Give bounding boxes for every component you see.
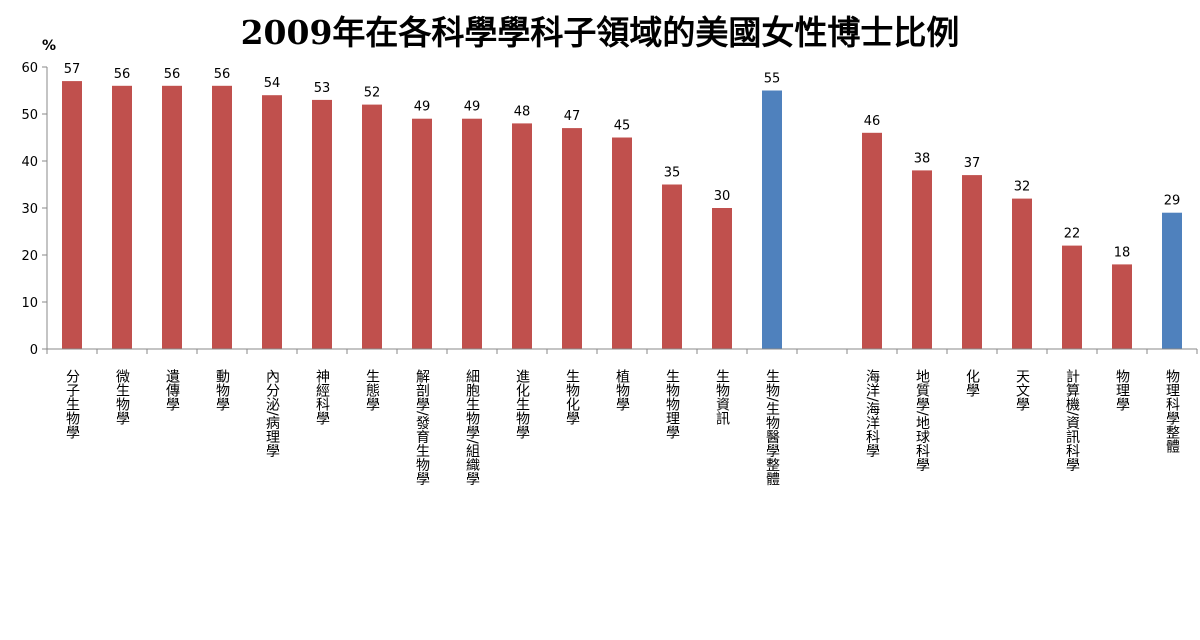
data-label: 56 [114,67,131,82]
bar [662,184,682,349]
data-label: 32 [1014,180,1031,195]
category-label: 天文學 [1014,369,1030,411]
data-labels: 57 56 56 56 54 53 52 49 49 48 47 45 35 30 55 46 38 37 32 22… [64,62,1181,260]
category-label: 計算機/資訊科學 [1064,369,1080,472]
bar [262,95,282,349]
data-label: 37 [964,156,981,171]
chart-title: 2009年在各科學學科子領域的美國女性博士比例 [240,13,960,52]
y-tick-label: 10 [21,296,38,311]
axes [46,67,1197,350]
category-label: 物理學 [1114,369,1130,411]
category-label: 內分泌/病理學 [264,369,280,458]
y-axis-ticks: 0 10 20 30 40 50 60 [21,61,47,358]
category-labels: 分子生物學 微生物學 遺傳學 動物學 內分泌/病理學 神經科學 生態學 解剖學/發育生物學 細胞… [64,369,1180,486]
bar [712,208,732,349]
category-label: 神經科學 [314,369,330,425]
data-label: 55 [764,72,781,87]
category-label: 生物化學 [564,369,580,425]
bar [312,99,332,350]
y-axis-unit-label: % [42,38,56,54]
data-label: 56 [214,67,231,82]
data-label: 18 [1114,245,1131,260]
data-label: 29 [1164,194,1181,209]
category-label: 生物資訊 [714,369,730,426]
bar [912,170,932,349]
bar [62,81,82,349]
bar [162,85,182,350]
category-label: 動物學 [214,369,230,411]
category-label: 解剖學/發育生物學 [414,369,430,486]
bar [562,128,582,349]
bar [462,118,482,349]
bar [362,104,382,349]
data-label: 54 [264,76,281,91]
bars [62,81,1182,350]
category-label: 海洋/海洋科學 [864,369,880,458]
data-label: 38 [914,151,931,166]
category-label: 進化生物學 [514,369,530,439]
data-label: 48 [514,104,531,119]
bar [1062,245,1082,349]
category-label: 地質學/地球科學 [914,369,930,472]
category-label: 細胞生物學/組織學 [464,369,480,486]
data-label: 22 [1064,227,1081,242]
data-label: 52 [364,86,381,101]
bar [1012,198,1032,349]
data-label: 49 [414,100,431,115]
category-label: 生物/生物醫學整體 [764,369,780,486]
category-label: 生態學 [364,369,380,411]
data-label: 57 [64,62,81,77]
category-label: 分子生物學 [64,369,80,439]
category-label: 生物物理學 [664,369,680,439]
y-tick-label: 40 [21,155,38,170]
bar [412,118,432,349]
bar [762,90,782,349]
y-tick-label: 60 [21,61,38,76]
y-tick-label: 0 [30,343,38,358]
y-tick-label: 50 [21,108,38,123]
bar [612,137,632,349]
bar [1162,212,1182,349]
category-label: 化學 [964,369,980,397]
y-tick-label: 20 [21,249,38,264]
bar [112,85,132,350]
bar [962,175,982,349]
bar [512,123,532,350]
category-label: 植物學 [614,369,630,411]
data-label: 46 [864,114,881,129]
data-label: 47 [564,109,581,124]
data-label: 45 [614,119,631,134]
data-label: 30 [714,189,731,204]
category-label: 物理科學整體 [1164,369,1180,453]
data-label: 35 [664,166,681,181]
bar [212,85,232,350]
x-axis-ticks [46,349,1198,354]
category-label: 微生物學 [114,369,130,425]
bar [1112,264,1132,349]
bar [862,132,882,349]
data-label: 49 [464,100,481,115]
category-label: 遺傳學 [164,369,180,411]
data-label: 56 [164,67,181,82]
data-label: 53 [314,81,331,96]
y-tick-label: 30 [21,202,38,217]
